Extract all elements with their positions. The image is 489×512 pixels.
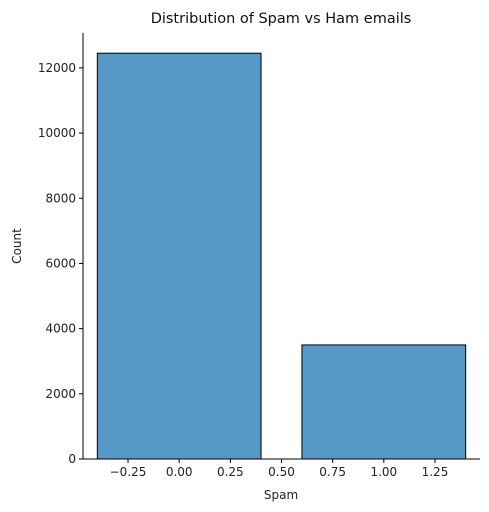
axes-layer: −0.25 0.00 0.25 0.50 0.75 1.00 1.25 0 2000 4000 60… bbox=[38, 33, 480, 479]
y-tick-label: 4000 bbox=[45, 322, 76, 336]
bar-1 bbox=[301, 344, 467, 460]
y-tick-label: 10000 bbox=[38, 126, 76, 140]
bars-layer bbox=[96, 52, 467, 460]
x-tick-label: 0.25 bbox=[217, 465, 244, 479]
x-tick-label: −0.25 bbox=[110, 465, 147, 479]
x-tick-label: 1.25 bbox=[422, 465, 449, 479]
bar-0 bbox=[96, 52, 262, 460]
y-tick-label: 8000 bbox=[45, 191, 76, 205]
x-tick-label: 0.50 bbox=[268, 465, 295, 479]
x-tick-label: 1.00 bbox=[370, 465, 397, 479]
y-tick-label: 0 bbox=[68, 452, 76, 466]
chart-title: Distribution of Spam vs Ham emails bbox=[151, 11, 412, 27]
y-tick-label: 12000 bbox=[38, 61, 76, 75]
y-tick-label: 6000 bbox=[45, 256, 76, 270]
y-tick-label: 2000 bbox=[45, 387, 76, 401]
x-tick-label: 0.75 bbox=[319, 465, 346, 479]
y-axis-title: Count bbox=[10, 228, 24, 264]
x-axis-title: Spam bbox=[264, 488, 298, 502]
x-tick-label: 0.00 bbox=[166, 465, 193, 479]
